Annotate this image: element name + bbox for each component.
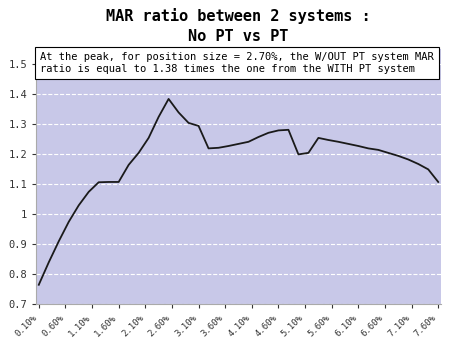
Text: At the peak, for position size = 2.70%, the W/OUT PT system MAR
ratio is equal t: At the peak, for position size = 2.70%, … bbox=[40, 52, 433, 74]
Title: MAR ratio between 2 systems :
No PT vs PT: MAR ratio between 2 systems : No PT vs P… bbox=[106, 8, 370, 44]
